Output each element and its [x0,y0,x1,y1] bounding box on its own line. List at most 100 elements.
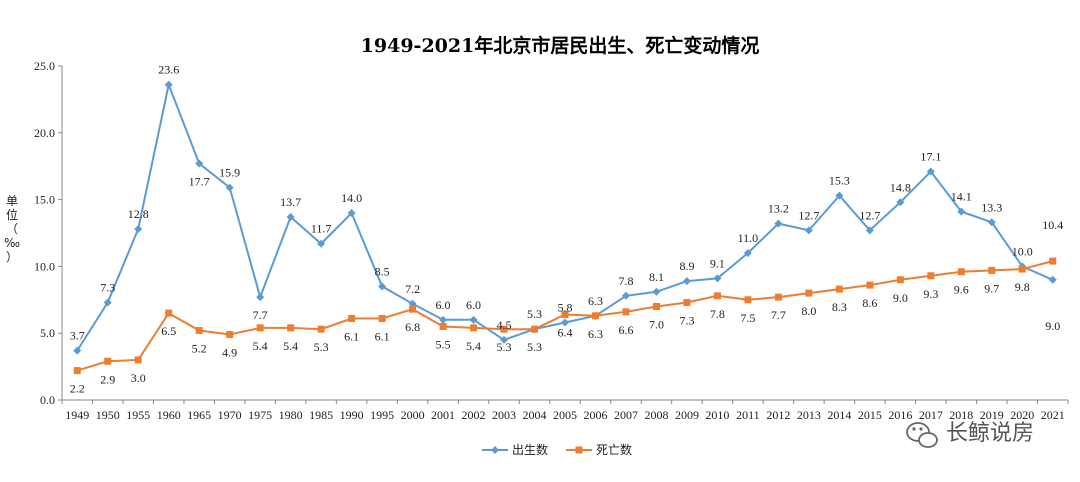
x-tick-label: 2010 [705,408,729,422]
data-point [409,305,417,313]
data-point [774,219,783,228]
data-point [1048,275,1057,284]
data-point [561,310,569,318]
x-tick-label: 2001 [431,408,455,422]
data-point [804,226,813,235]
death-data-label: 10.4 [1042,218,1063,232]
data-point [591,312,599,320]
data-point [287,324,295,332]
x-axis: 1949 1950 1955 1960 1965 1970 1975 1980 1985 1990… [61,399,1069,422]
birth-data-label: 14.0 [341,191,362,205]
data-point [256,293,265,302]
x-tick-label: 2018 [949,408,973,422]
data-point [896,276,904,284]
data-point [957,268,965,276]
birth-data-label: 14.8 [890,180,911,194]
death-data-label: 5.4 [283,339,298,353]
death-data-label: 5.3 [527,340,542,354]
death-data-label: 8.3 [832,300,847,314]
death-data-label: 5.3 [497,340,512,354]
data-point [256,324,264,332]
data-point [1049,257,1057,265]
birth-data-label: 8.1 [649,270,664,284]
series-group [73,80,1057,375]
data-point [621,291,630,300]
data-point [195,159,204,168]
death-data-label: 7.0 [649,317,664,331]
data-point [195,327,203,335]
data-point [378,282,387,291]
x-tick-label: 1960 [157,408,181,422]
data-point [713,274,722,283]
data-point [103,298,112,307]
death-data-label: 6.3 [588,327,603,341]
data-point [317,325,325,333]
watermark: 长鲸说房 [906,421,1034,448]
legend-label: 出生数 [512,442,548,457]
birth-data-label: 11.0 [738,231,759,245]
birth-data-label: 6.0 [466,298,481,312]
birth-data-label: 15.3 [829,174,850,188]
death-data-label: 6.1 [375,330,390,344]
birth-data-label: 13.2 [768,202,789,216]
x-tick-label: 2007 [614,408,638,422]
x-tick-label: 1995 [370,408,394,422]
birth-data-label: 8.9 [679,259,694,273]
x-tick-label: 2019 [980,408,1004,422]
y-tick-label: 0.0 [40,393,55,407]
x-tick-label: 2004 [523,408,547,422]
death-data-label: 9.0 [893,291,908,305]
birth-data-label: 12.7 [859,208,880,222]
data-labels: 3.7 7.3 12.8 23.6 17.7 15.9 7.7 13.7 11.7 14.0 8.5… [70,63,1064,396]
data-point [866,281,874,289]
data-point [134,356,142,364]
x-tick-label: 2016 [888,408,912,422]
x-tick-label: 2002 [462,408,486,422]
data-point [165,309,173,317]
death-data-label: 9.7 [984,281,999,295]
x-tick-label: 2005 [553,408,577,422]
death-data-label: 7.3 [679,313,694,327]
birth-data-label: 6.3 [588,294,603,308]
x-tick-label: 1955 [126,408,150,422]
data-point [683,298,691,306]
data-point [744,296,752,304]
legend: 出生数 死亡数 [482,442,632,457]
x-tick-label: 2021 [1041,408,1065,422]
data-point [774,293,782,301]
data-point [225,183,234,192]
y-axis: 0.0 5.0 10.0 15.0 20.0 25.0 [34,59,63,407]
x-tick-label: 1975 [248,408,272,422]
death-data-label: 2.9 [100,372,115,386]
birth-data-label: 10.0 [1012,244,1033,258]
data-point [439,315,448,324]
birth-data-label: 17.7 [189,175,210,189]
birth-data-label: 5.8 [558,301,573,315]
data-point [347,208,356,217]
data-point [987,218,996,227]
birth-data-label: 12.7 [798,208,819,222]
death-data-label: 2.2 [70,382,85,396]
birth-data-label: 7.2 [405,282,420,296]
death-data-label: 5.4 [466,339,481,353]
death-data-label: 9.6 [954,283,969,297]
data-point [317,239,326,248]
x-tick-label: 2003 [492,408,516,422]
death-data-label: 8.6 [862,296,877,310]
y-axis-title: 单位（‰） [4,194,20,264]
birth-data-label: 9.0 [1045,319,1060,333]
death-data-label: 6.8 [405,320,420,334]
x-tick-label: 2015 [858,408,882,422]
data-point [104,357,112,365]
birth-data-label: 14.1 [951,190,972,204]
birth-data-label: 15.9 [219,166,240,180]
death-data-label: 6.5 [161,324,176,338]
data-point [378,315,386,323]
birth-data-label: 23.6 [158,63,179,77]
x-tick-label: 2009 [675,408,699,422]
y-axis-title-text: 单位（‰） [4,194,20,264]
data-point [73,367,81,375]
y-tick-label: 10.0 [34,259,55,273]
data-point [743,249,752,258]
data-point [226,331,234,339]
